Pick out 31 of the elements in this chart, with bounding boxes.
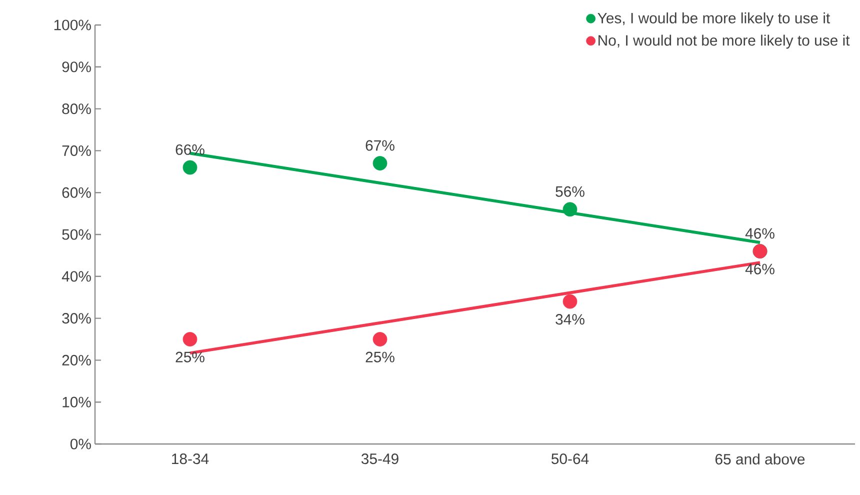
- point: [182, 332, 198, 346]
- y-tick-label: 30%: [62, 313, 91, 324]
- legend-label: No, I would not be more likely to use it: [598, 34, 850, 49]
- y-tick-label: 100%: [54, 20, 91, 30]
- point: [372, 156, 388, 170]
- y-tick-label: 40%: [62, 271, 91, 282]
- point: [562, 294, 578, 309]
- y-tick-label: 60%: [62, 187, 91, 198]
- legend-label: Yes, I would be more likely to use it: [598, 12, 830, 26]
- point: [372, 332, 388, 346]
- y-tick-label: 90%: [62, 62, 91, 72]
- data-label: 66%: [176, 144, 204, 155]
- point: [562, 202, 578, 217]
- x-tick-label: 50-64: [551, 454, 589, 464]
- y-tick-label: 70%: [62, 145, 91, 156]
- x-tick-label: 18-34: [172, 454, 209, 464]
- y-tick-label: 20%: [62, 354, 91, 366]
- data-label: 25%: [176, 352, 204, 362]
- data-label: 67%: [366, 140, 394, 151]
- data-label: 25%: [366, 352, 394, 362]
- x-tick-label: 35-49: [361, 454, 398, 464]
- y-tick-label: 80%: [62, 104, 91, 114]
- data-label: 34%: [556, 314, 584, 325]
- y-tick-label: 10%: [62, 396, 91, 408]
- data-label: 46%: [745, 228, 774, 239]
- x-tick-label: 65 and above: [715, 454, 805, 464]
- y-tick-label: 50%: [62, 229, 91, 240]
- data-label: 56%: [556, 186, 584, 197]
- point: [182, 160, 198, 175]
- y-tick-label: 0%: [70, 438, 91, 450]
- data-label: 46%: [745, 264, 774, 274]
